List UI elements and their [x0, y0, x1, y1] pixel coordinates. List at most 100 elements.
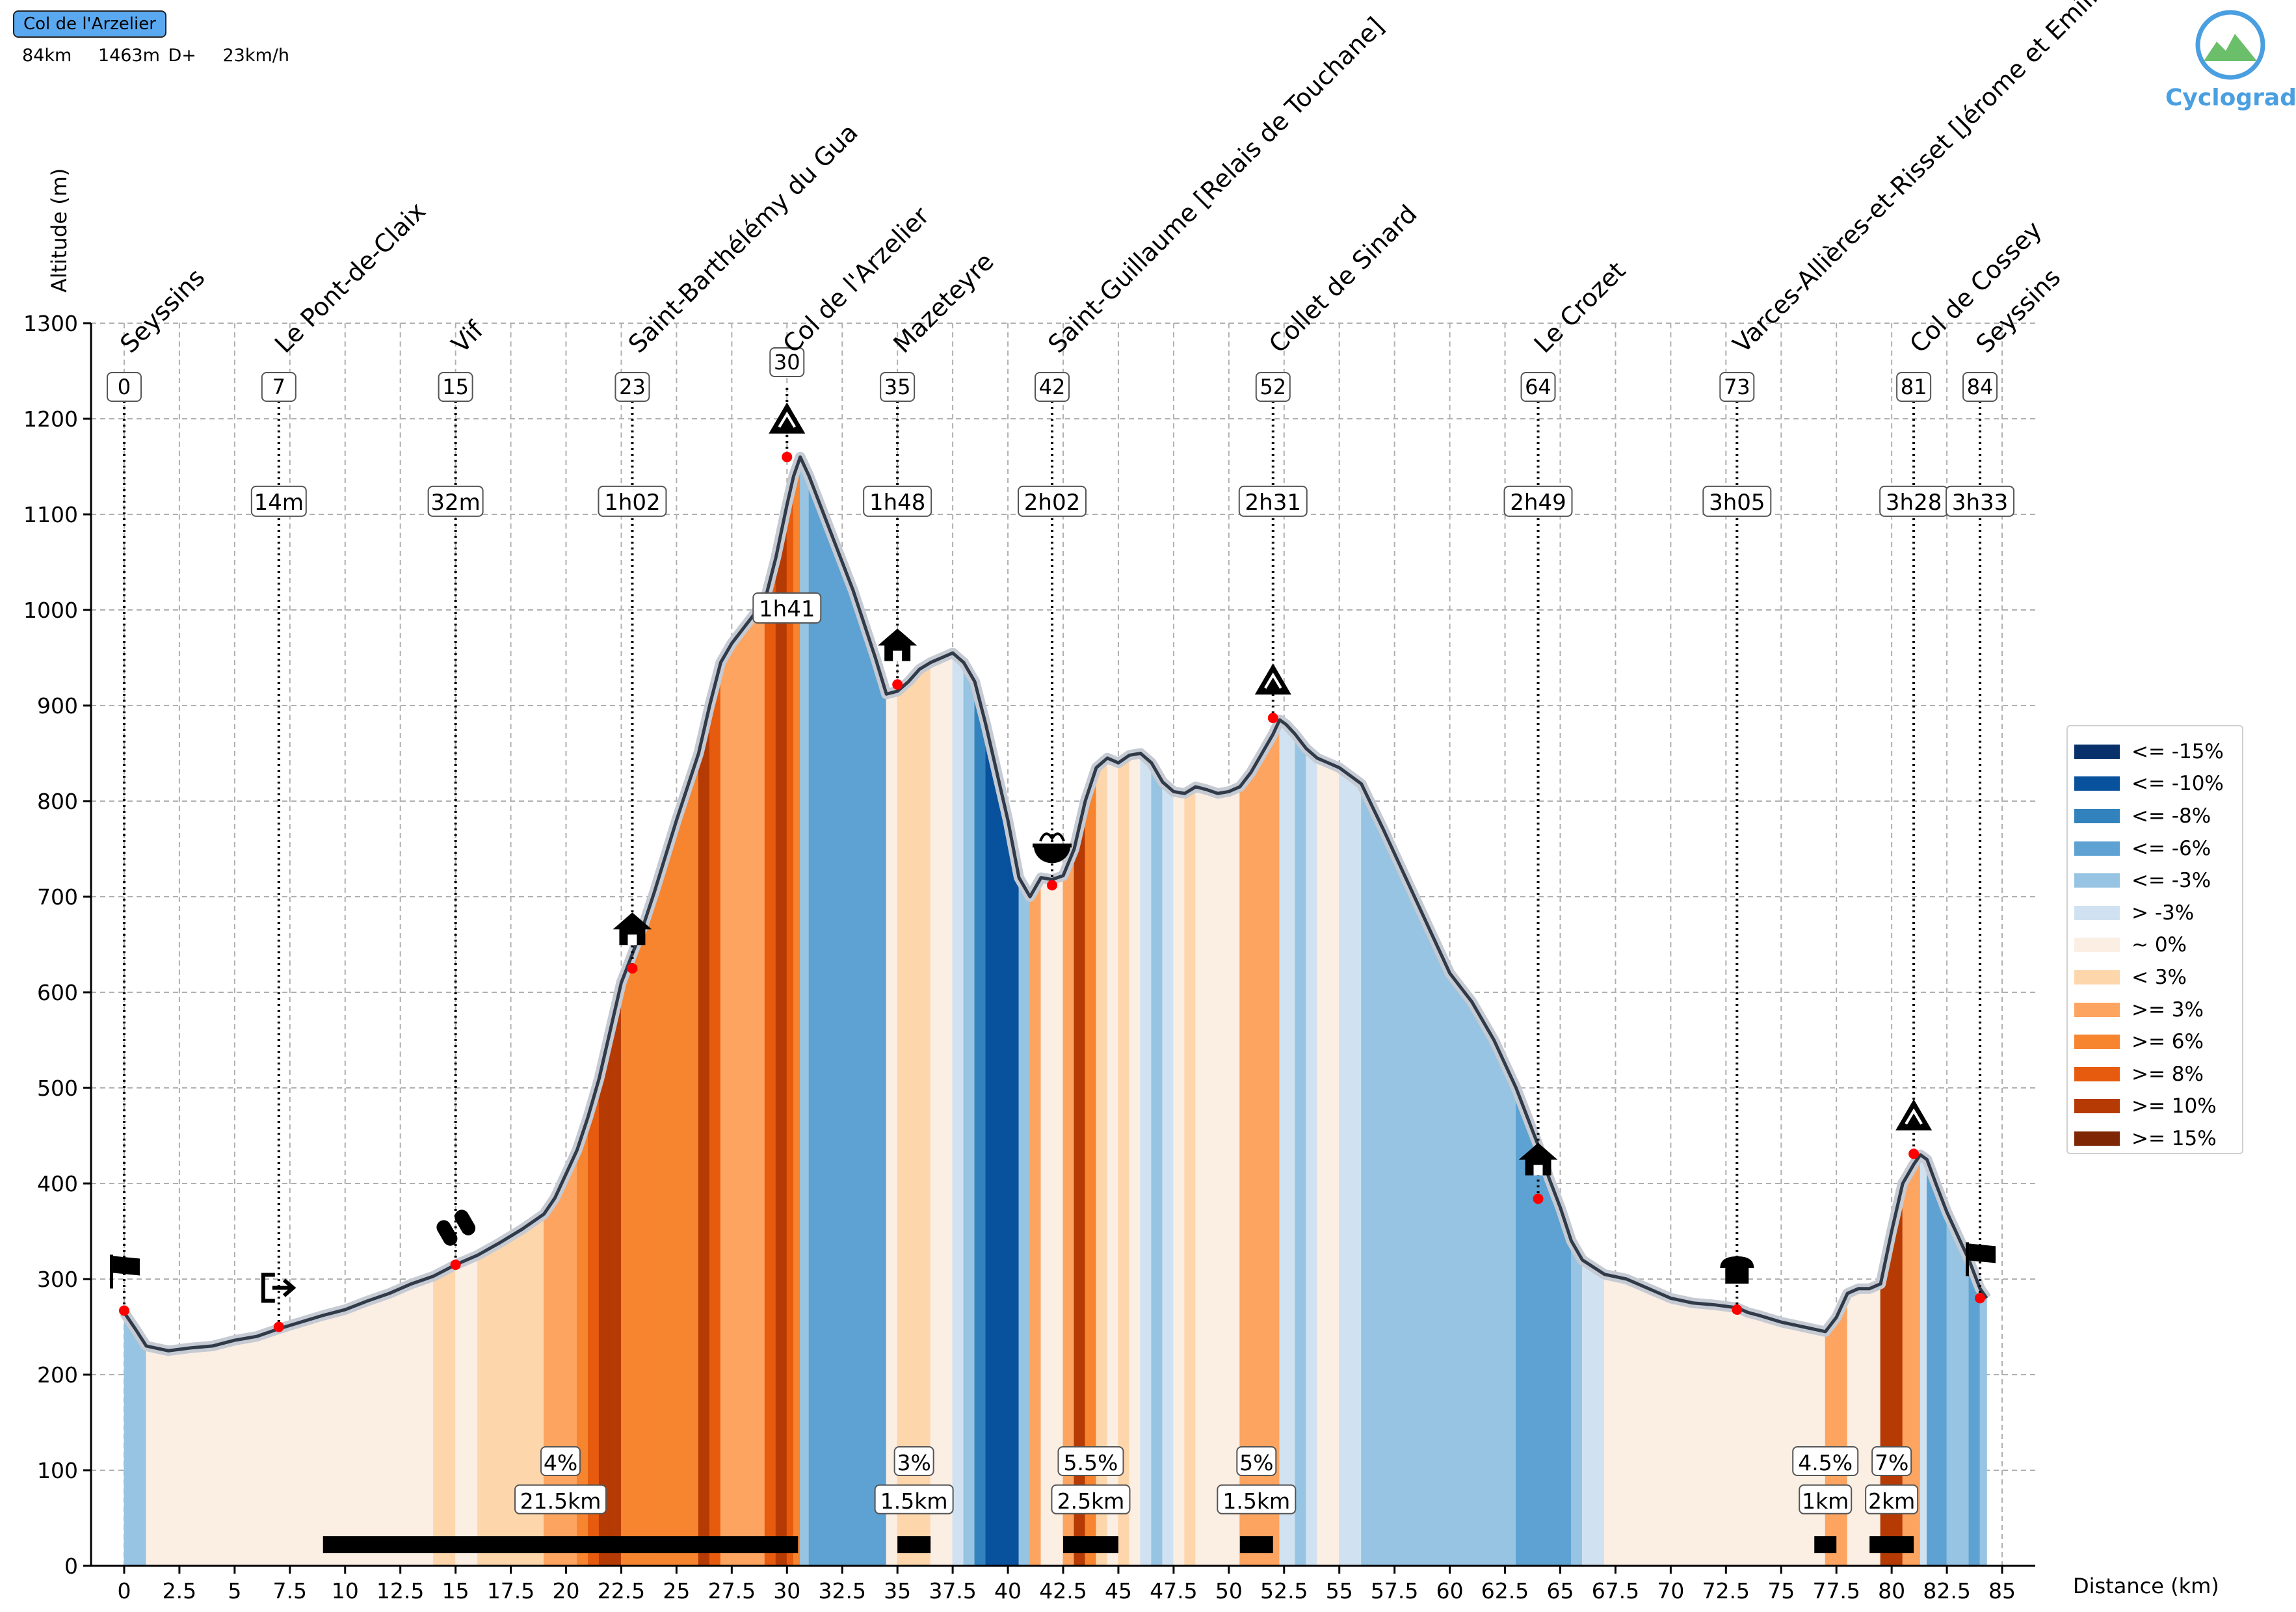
profile-segment — [1869, 1283, 1881, 1566]
climb-bar — [1869, 1536, 1914, 1553]
profile-segment — [477, 1242, 501, 1566]
profile-segment — [1195, 786, 1207, 1566]
x-tick-label: 45 — [1105, 1578, 1132, 1604]
profile-segment — [1217, 791, 1230, 1566]
x-tick-label: 82.5 — [1923, 1578, 1970, 1604]
profile-segment — [1286, 724, 1296, 1566]
profile-segment — [676, 753, 699, 1566]
speed-stat: 23km/h — [222, 46, 290, 66]
profile-segment — [1471, 1000, 1495, 1566]
profile-segment — [952, 652, 964, 1566]
x-tick-label: 5 — [228, 1578, 241, 1604]
profile-segment — [455, 1254, 479, 1566]
profile-segment — [1935, 1183, 1947, 1566]
km-badge — [1962, 372, 1998, 402]
legend-label: <= -10% — [2131, 772, 2224, 796]
profile-segment — [1173, 791, 1185, 1566]
time-label: 2h49 — [1510, 490, 1566, 516]
legend-swatch — [2074, 744, 2120, 759]
legend-entry: >= 3% — [2074, 994, 2242, 1026]
time-label: 2h31 — [1245, 490, 1301, 516]
profile-segment — [1140, 752, 1152, 1566]
profile-segment — [1029, 876, 1042, 1566]
profile-segment — [742, 613, 754, 1566]
time-badge — [598, 485, 667, 517]
climb-grade-badge — [540, 1446, 581, 1476]
profile-segment — [731, 628, 743, 1566]
profile-line — [120, 451, 1991, 1356]
climb-length: 2.5km — [1057, 1488, 1125, 1514]
x-tick-label: 57.5 — [1371, 1578, 1418, 1604]
x-tick-label: 10 — [332, 1578, 359, 1604]
profile-segment — [830, 533, 843, 1566]
y-tick-label: 400 — [37, 1171, 78, 1196]
x-tick-label: 17.5 — [487, 1578, 534, 1604]
profile-segment — [1085, 767, 1097, 1566]
legend-swatch — [2074, 905, 2120, 920]
climb-grade: 5.5% — [1064, 1450, 1118, 1475]
x-tick-label: 67.5 — [1592, 1578, 1639, 1604]
km-badge — [261, 372, 297, 402]
legend-swatch — [2074, 970, 2120, 984]
x-tick-label: 62.5 — [1481, 1578, 1529, 1604]
time-badge — [1946, 485, 2015, 517]
climb-bar — [1239, 1536, 1273, 1553]
waypoint-name: Seyssins — [114, 263, 210, 358]
climb: 7% 2km — [1865, 1446, 1919, 1553]
time-badge — [250, 485, 307, 517]
km-label: 64 — [1525, 375, 1551, 399]
profile-segment — [1538, 1145, 1550, 1566]
legend-entry: >= 6% — [2074, 1025, 2242, 1058]
time-label: 1h02 — [604, 490, 660, 516]
y-tick-label: 1300 — [23, 311, 78, 336]
x-tick-label: 0 — [117, 1578, 131, 1604]
time-badge — [863, 485, 932, 517]
legend-label: >= 6% — [2131, 1030, 2204, 1054]
legend-label: <= -8% — [2131, 804, 2211, 828]
x-tick-label: 30 — [773, 1578, 800, 1604]
profile-segment — [1018, 876, 1031, 1566]
profile-segment — [819, 505, 832, 1566]
profile-segment — [1151, 761, 1163, 1566]
km-label: 35 — [884, 375, 911, 399]
x-tick-label: 50 — [1215, 1578, 1243, 1604]
y-tick-label: 700 — [37, 884, 78, 910]
profile-segment — [411, 1275, 434, 1566]
profile-segment — [1279, 719, 1287, 1566]
profile-segment — [1736, 1307, 1748, 1566]
profile-segment — [1714, 1304, 1737, 1566]
elevation-stat: 1463m D+ — [98, 46, 196, 66]
profile-segment — [1747, 1312, 1760, 1566]
climb-length-badge — [514, 1484, 607, 1514]
y-tick-label: 1000 — [23, 598, 78, 623]
profile-segment — [1361, 784, 1384, 1566]
mountain-icon — [1895, 1099, 1933, 1131]
profile-segment — [1096, 757, 1108, 1566]
climb-grade-badge — [1057, 1446, 1124, 1476]
house-icon — [1518, 1143, 1558, 1176]
time-badge — [427, 485, 484, 517]
x-tick-label: 35 — [884, 1578, 911, 1604]
climb-summaries: 4% 21.5km 3% 1.5km 5.5% 2.5km 5% 1.5km 4.5% 1km 7%… — [323, 1446, 1919, 1553]
legend-entry: >= 10% — [2074, 1090, 2242, 1123]
profile-segment — [1273, 719, 1280, 1566]
climb-grade: 4% — [544, 1450, 577, 1475]
x-tick-label: 52.5 — [1260, 1578, 1308, 1604]
profile-segment — [1670, 1297, 1693, 1566]
y-tick-label: 1200 — [23, 406, 78, 432]
y-tick-label: 800 — [37, 789, 78, 814]
profile-segment — [1968, 1260, 1981, 1566]
x-tick-label: 77.5 — [1812, 1578, 1860, 1604]
km-label: 73 — [1724, 375, 1750, 399]
legend-label: >= 3% — [2131, 998, 2204, 1022]
mountain-icon — [769, 402, 806, 434]
profile-segment — [974, 681, 986, 1566]
climb-grade-badge — [893, 1446, 934, 1476]
legend-entry: >= 8% — [2074, 1058, 2242, 1090]
y-tick-label: 1100 — [23, 502, 78, 527]
waypoint-dot — [1267, 713, 1278, 724]
profile-segment — [753, 599, 765, 1566]
profile-segment — [1626, 1278, 1649, 1566]
km-badge — [1255, 372, 1291, 402]
